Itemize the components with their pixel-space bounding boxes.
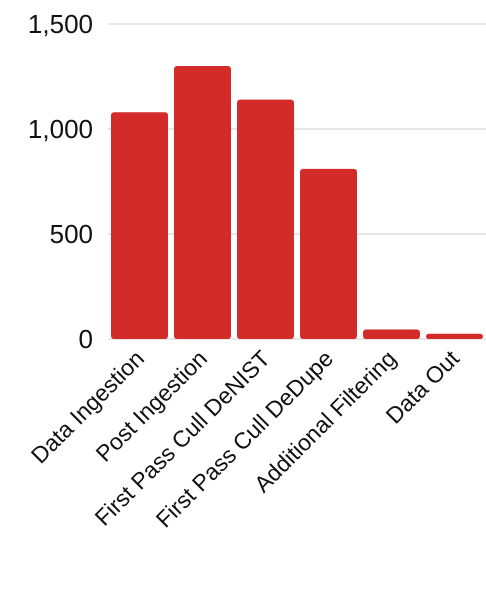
y-tick-label: 1,500: [28, 9, 93, 39]
x-tick-label: Post Ingestion: [91, 345, 212, 466]
bar: [426, 333, 483, 339]
bar: [300, 168, 357, 339]
y-tick-label: 1,000: [28, 114, 93, 144]
y-tick-label: 500: [50, 219, 93, 249]
bar: [174, 66, 231, 339]
bar: [111, 112, 168, 339]
bar: [363, 329, 420, 339]
y-tick-label: 0: [79, 324, 93, 354]
y-axis-ticks: 0 500 1,000 1,500: [28, 9, 93, 354]
bars: [111, 66, 483, 339]
x-tick-label: Data Ingestion: [26, 345, 149, 468]
gridlines: [108, 23, 486, 340]
bar: [237, 99, 294, 339]
